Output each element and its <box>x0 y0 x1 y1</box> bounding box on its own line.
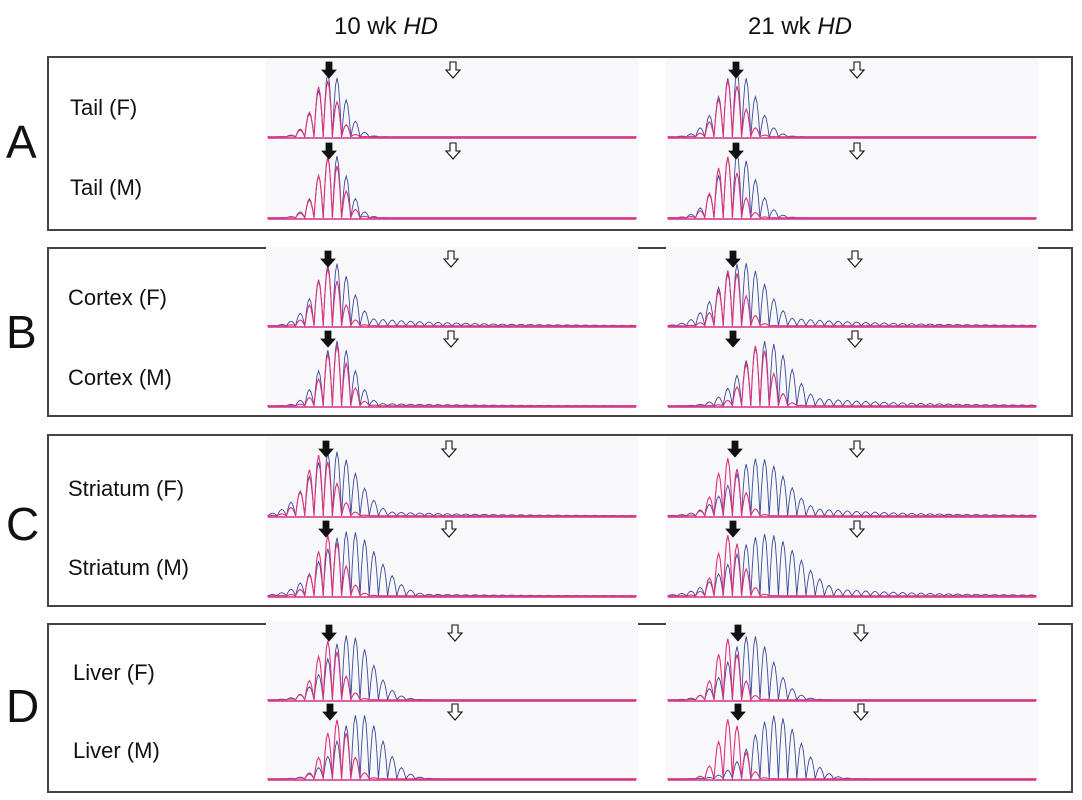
trace-pink <box>267 719 637 781</box>
open-down-arrow-icon <box>440 520 458 538</box>
solid-down-arrow-icon <box>321 624 337 642</box>
open-down-arrow-icon <box>848 440 866 458</box>
trace-pink <box>267 535 637 598</box>
column-header-21wk: 21 wk HD <box>748 13 852 40</box>
solid-down-arrow-icon <box>321 142 337 160</box>
row-label-tail-f: Tail (F) <box>70 95 137 120</box>
trace-pink <box>667 270 1037 327</box>
solid-down-arrow-icon <box>318 520 334 538</box>
open-down-arrow-icon <box>442 250 460 268</box>
solid-down-arrow-icon <box>725 520 741 538</box>
open-down-arrow-icon <box>444 142 462 160</box>
open-down-arrow-icon <box>846 250 864 268</box>
solid-down-arrow-icon <box>318 440 334 458</box>
open-down-arrow-icon <box>852 624 870 642</box>
row-label-liver-m: Liver (M) <box>73 738 160 763</box>
solid-down-arrow-icon <box>320 250 336 268</box>
open-down-arrow-icon <box>446 703 464 721</box>
panel-letter-d: D <box>6 680 39 732</box>
trace-backgrounds <box>266 58 1038 782</box>
row-label-striatum-f: Striatum (F) <box>68 476 184 501</box>
trace-pink <box>267 454 637 517</box>
solid-down-arrow-icon <box>725 250 741 268</box>
arrow-markers <box>318 61 870 721</box>
row-label-tail-m: Tail (M) <box>70 175 142 200</box>
row-label-striatum-m: Striatum (M) <box>68 555 189 580</box>
panel-letter-b: B <box>6 306 37 358</box>
trace-pink <box>667 719 1037 781</box>
row-label-cortex-f: Cortex (F) <box>68 285 167 310</box>
panel-letter-c: C <box>6 498 39 550</box>
row-label-cortex-m: Cortex (M) <box>68 365 172 390</box>
open-down-arrow-icon <box>442 330 460 348</box>
solid-down-arrow-icon <box>730 624 746 642</box>
open-down-arrow-icon <box>848 520 866 538</box>
open-down-arrow-icon <box>848 142 866 160</box>
trace-pink <box>267 268 637 328</box>
row-label-liver-f: Liver (F) <box>73 660 155 685</box>
open-down-arrow-icon <box>846 330 864 348</box>
panel-letter-a: A <box>6 116 37 168</box>
trace-pink <box>267 80 637 139</box>
column-header-10wk: 10 wk HD <box>334 13 438 40</box>
electropherogram-traces <box>267 70 1037 781</box>
trace-pink <box>667 345 1037 408</box>
solid-down-arrow-icon <box>728 61 744 79</box>
solid-down-arrow-icon <box>725 330 741 348</box>
trace-pink <box>667 156 1037 220</box>
open-down-arrow-icon <box>446 624 464 642</box>
trace-pink <box>667 535 1037 598</box>
trace-pink <box>267 345 637 408</box>
open-down-arrow-icon <box>444 61 462 79</box>
trace-pink <box>667 638 1037 702</box>
solid-down-arrow-icon <box>320 330 336 348</box>
solid-down-arrow-icon <box>727 440 743 458</box>
trace-pink <box>267 640 637 702</box>
solid-down-arrow-icon <box>730 703 746 721</box>
open-down-arrow-icon <box>848 61 866 79</box>
solid-down-arrow-icon <box>322 703 338 721</box>
trace-background <box>666 700 1038 782</box>
trace-pink <box>267 157 637 220</box>
trace-pink <box>667 80 1037 139</box>
panel-c-frame <box>47 434 1073 607</box>
trace-pink <box>667 458 1037 518</box>
solid-down-arrow-icon <box>321 61 337 79</box>
panel-a-frame <box>47 56 1073 231</box>
open-down-arrow-icon <box>440 440 458 458</box>
open-down-arrow-icon <box>852 703 870 721</box>
solid-down-arrow-icon <box>728 142 744 160</box>
